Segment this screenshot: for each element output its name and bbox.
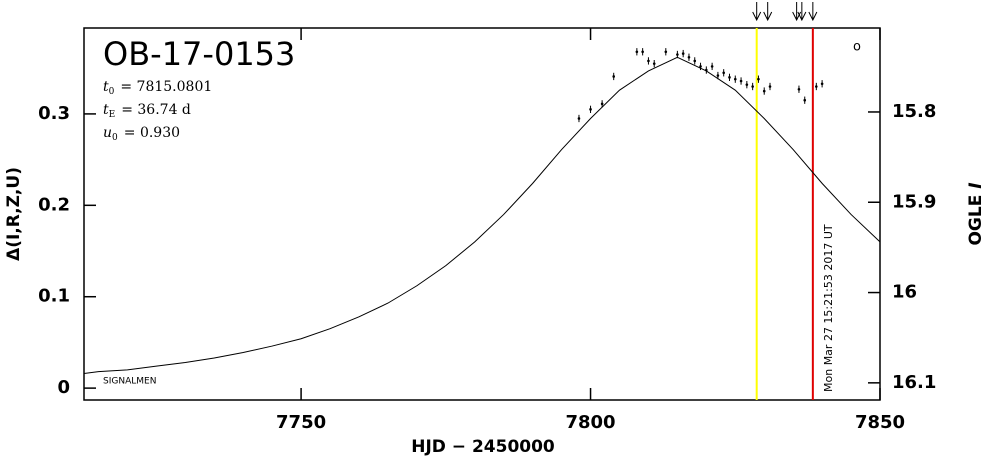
data-point [635, 50, 639, 54]
data-point [589, 108, 592, 111]
data-point [733, 77, 737, 81]
data-point [762, 89, 766, 93]
data-point [815, 85, 818, 88]
data-point [722, 71, 725, 75]
y-tick-label: 0.1 [38, 286, 70, 307]
data-point [745, 83, 749, 86]
parameter-symbol: u [103, 125, 112, 141]
data-point [687, 55, 691, 59]
parameter-value: = 0.930 [124, 125, 180, 141]
data-point [664, 50, 668, 54]
parameter-value: = 36.74 d [121, 102, 191, 118]
timestamp: Mon Mar 27 15:21:53 2017 UT [822, 224, 835, 392]
data-point [716, 74, 720, 77]
data-point [705, 68, 708, 72]
parameter-symbol: t [103, 79, 109, 95]
chart-title: OB-17-0153 [103, 35, 295, 73]
arrow [763, 2, 773, 22]
y2-axis-label: OGLE I [966, 182, 985, 245]
y2-label-prefix: OGLE [966, 195, 985, 246]
parameter: u0 = 0.930 [103, 125, 180, 143]
data-point [757, 77, 760, 81]
data-point [647, 59, 650, 63]
y2-label-band: I [966, 182, 985, 188]
data-point [728, 76, 731, 79]
arrow [792, 2, 802, 22]
y-axis-label: Δ(I,R,Z,U) [4, 167, 24, 261]
data-point [820, 82, 824, 86]
data-point [577, 117, 581, 120]
data-point [681, 52, 685, 55]
parameter: tE = 36.74 d [103, 102, 191, 120]
data-point [612, 75, 616, 78]
data-point [641, 50, 644, 54]
parameter-subscript: 0 [109, 87, 115, 97]
symbol-label: o [853, 40, 861, 55]
data-point [751, 85, 754, 88]
y2-tick-label: 15.8 [892, 101, 936, 122]
data-point [710, 65, 714, 68]
data-point [739, 79, 743, 83]
arrow [752, 2, 762, 22]
y2-tick-label: 16.1 [892, 372, 936, 393]
plot-frame [83, 27, 881, 401]
data-point [797, 87, 801, 91]
data-point [699, 65, 702, 68]
model-curve [83, 56, 881, 374]
x-tick-label: 7850 [855, 412, 905, 433]
parameter: t0 = 7815.0801 [103, 79, 212, 97]
y2-tick-label: 15.9 [892, 191, 936, 212]
data-point [676, 53, 679, 56]
data-point [768, 85, 772, 88]
y2-tick-label: 16 [892, 282, 917, 303]
y-tick-label: 0.3 [38, 103, 70, 124]
x-axis-label: HJD − 2450000 [411, 437, 555, 457]
x-tick-label: 7750 [276, 412, 326, 433]
data-point [803, 98, 807, 102]
data-point [693, 59, 697, 63]
data-point [600, 102, 604, 106]
observatory-label: SIGNALMEN [103, 377, 156, 387]
x-tick-label: 7800 [565, 412, 615, 433]
parameter-subscript: E [109, 110, 116, 120]
y-tick-label: 0 [57, 377, 70, 398]
data-point [652, 62, 656, 65]
arrow [808, 2, 818, 22]
y-tick-label: 0.2 [38, 194, 70, 215]
arrow [797, 2, 807, 22]
parameter-symbol: t [103, 102, 109, 118]
parameter-value: = 7815.0801 [120, 79, 212, 95]
parameter-subscript: 0 [112, 133, 118, 143]
